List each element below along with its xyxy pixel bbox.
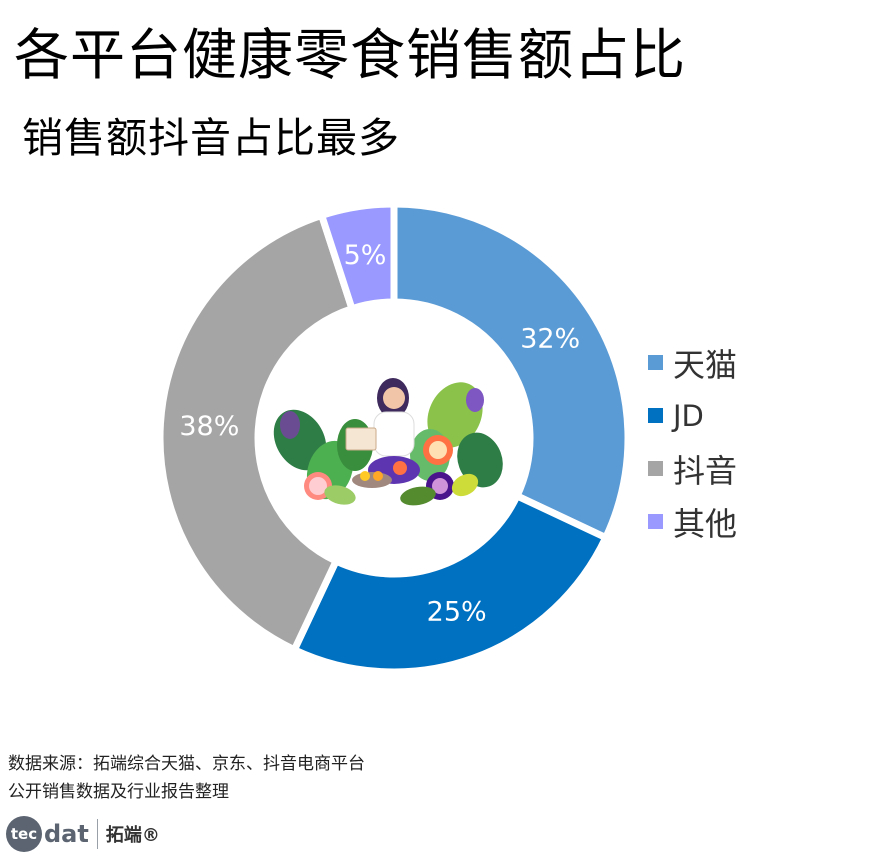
slice-other-value-label: 5%: [344, 240, 387, 271]
slice-douyin: [156, 211, 356, 654]
source-line-2: 公开销售数据及行业报告整理: [8, 782, 229, 802]
woman-with-vegetables-illustration-icon: [273, 378, 503, 506]
legend-swatch: [648, 408, 663, 423]
slice-tmall-value-label: 32%: [520, 323, 580, 354]
chart-legend: 天猫 JD 抖音 其他: [648, 336, 737, 548]
brand-logo: tec dat 拓端®: [6, 812, 160, 856]
logo-circle: tec: [6, 816, 42, 852]
slice-other: [318, 200, 398, 313]
legend-item-tmall: 天猫: [648, 336, 737, 389]
slice-tmall: [390, 200, 632, 542]
legend-swatch: [648, 355, 663, 370]
logo-cn: 拓端®: [105, 825, 160, 846]
page-subtitle: 销售额抖音占比最多: [22, 114, 400, 162]
slice-labels: 32% 25% 38% 5%: [179, 240, 580, 628]
legend-item-jd: JD: [648, 389, 737, 442]
logo-word: dat: [44, 820, 89, 848]
legend-label: 其他: [673, 504, 738, 543]
legend-item-douyin: 抖音: [648, 442, 737, 495]
page-title: 各平台健康零食销售额占比: [14, 23, 687, 87]
logo-divider: [96, 819, 98, 849]
donut-slices: [156, 200, 632, 676]
legend-label: 天猫: [673, 345, 738, 384]
slice-jd: [290, 492, 610, 676]
legend-swatch: [648, 514, 663, 529]
slice-jd-value-label: 25%: [427, 597, 487, 628]
legend-label: 抖音: [673, 451, 738, 490]
source-line-1: 数据来源：拓端综合天猫、京东、抖音电商平台: [8, 754, 365, 774]
slice-douyin-value-label: 38%: [179, 411, 239, 442]
legend-label: JD: [673, 398, 704, 433]
legend-item-other: 其他: [648, 495, 737, 548]
legend-swatch: [648, 461, 663, 476]
data-source-note: 数据来源：拓端综合天猫、京东、抖音电商平台 公开销售数据及行业报告整理: [8, 750, 365, 806]
